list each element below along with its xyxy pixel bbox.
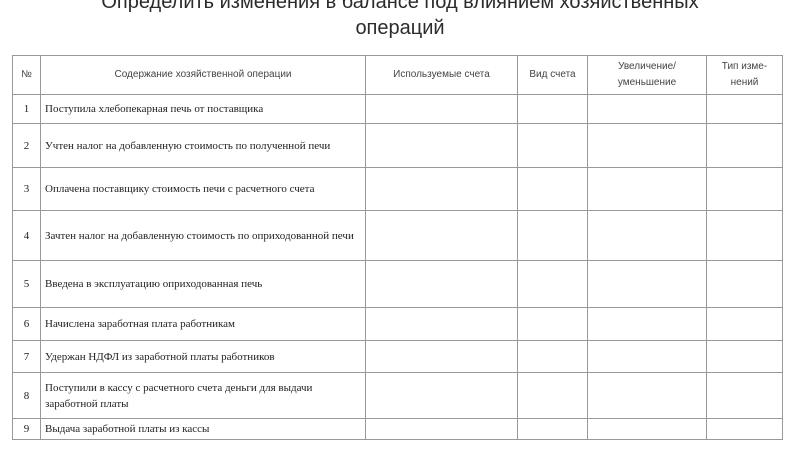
empty-cell (365, 372, 518, 419)
row-number: 6 (12, 307, 41, 341)
empty-cell (587, 418, 707, 440)
empty-cell (587, 94, 707, 124)
row-number: 8 (12, 372, 41, 419)
empty-cell (706, 260, 783, 308)
row-number: 9 (12, 418, 41, 440)
slide-title: Определить изменения в балансе под влиян… (101, 0, 699, 39)
header-cell: Вид счета (517, 55, 588, 95)
operation-text: Удержан НДФЛ из заработной платы работни… (40, 340, 366, 373)
empty-cell (365, 260, 518, 308)
table-row: 4 Зачтен налог на добавленную стоимость п… (12, 210, 783, 261)
row-number: 3 (12, 167, 41, 211)
empty-cell (706, 210, 783, 261)
table-row: 1 Поступила хлебопекарная печь от поставщ… (12, 94, 783, 124)
row-number: 4 (12, 210, 41, 261)
operation-text: Поступила хлебопекарная печь от поставщи… (40, 94, 366, 124)
header-cell: Тип изме-нений (706, 55, 783, 95)
empty-cell (517, 340, 588, 373)
empty-cell (517, 307, 588, 341)
empty-cell (517, 372, 588, 419)
empty-cell (517, 167, 588, 211)
table-row: 3 Оплачена поставщику стоимость печи с ра… (12, 167, 783, 211)
empty-cell (365, 210, 518, 261)
empty-cell (706, 372, 783, 419)
row-number: 5 (12, 260, 41, 308)
header-cell: Содержание хозяйственной операции (40, 55, 366, 95)
header-row: № Содержание хозяйственной операции Исполь… (12, 55, 783, 95)
empty-cell (517, 210, 588, 261)
table-row: 7 Удержан НДФЛ из заработной платы работн… (12, 340, 783, 373)
empty-cell (706, 167, 783, 211)
empty-cell (365, 340, 518, 373)
operation-text: Учтен налог на добавленную стоимость по … (40, 123, 366, 168)
header-cell: № (12, 55, 41, 95)
operation-text: Оплачена поставщику стоимость печи с рас… (40, 167, 366, 211)
empty-cell (706, 123, 783, 168)
table-row: 2 Учтен налог на добавленную стоимость по… (12, 123, 783, 168)
empty-cell (587, 210, 707, 261)
empty-cell (706, 307, 783, 341)
empty-cell (365, 307, 518, 341)
empty-cell (587, 307, 707, 341)
empty-cell (365, 94, 518, 124)
empty-cell (365, 167, 518, 211)
header-cell: Используемые счета (365, 55, 518, 95)
operation-text: Зачтен налог на добавленную стоимость по… (40, 210, 366, 261)
operations-table: № Содержание хозяйственной операции Исполь… (12, 55, 783, 440)
table-row: 5 Введена в эксплуатацию оприходованная п… (12, 260, 783, 308)
row-number: 2 (12, 123, 41, 168)
empty-cell (365, 418, 518, 440)
empty-cell (587, 372, 707, 419)
empty-cell (517, 418, 588, 440)
row-number: 1 (12, 94, 41, 124)
operation-text: Введена в эксплуатацию оприходованная пе… (40, 260, 366, 308)
empty-cell (587, 167, 707, 211)
row-number: 7 (12, 340, 41, 373)
header-cell: Увеличение/ уменьшение (587, 55, 707, 95)
empty-cell (587, 260, 707, 308)
empty-cell (706, 94, 783, 124)
empty-cell (517, 94, 588, 124)
empty-cell (517, 123, 588, 168)
empty-cell (517, 260, 588, 308)
table-row: 6 Начислена заработная плата работникам (12, 307, 783, 341)
operation-text: Начислена заработная плата работникам (40, 307, 366, 341)
empty-cell (587, 340, 707, 373)
empty-cell (706, 418, 783, 440)
operation-text: Поступили в кассу с расчетного счета ден… (40, 372, 366, 419)
operation-text: Выдача заработной платы из кассы (40, 418, 366, 440)
empty-cell (706, 340, 783, 373)
table-row: 8 Поступили в кассу с расчетного счета де… (12, 372, 783, 419)
table-row: 9 Выдача заработной платы из кассы (12, 418, 783, 440)
empty-cell (365, 123, 518, 168)
empty-cell (587, 123, 707, 168)
